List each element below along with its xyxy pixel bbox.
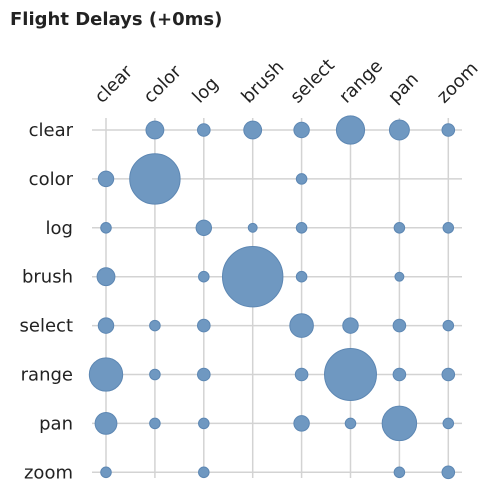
dot-clear-range [335,115,366,145]
dot-select-select [289,313,314,338]
dot-color-select [295,173,308,185]
dot-pan-color [149,417,161,430]
dot-clear-zoom [441,123,456,137]
row-label-select: select [20,316,73,337]
dot-range-range [324,348,377,401]
dot-pan-zoom [442,417,455,430]
column-label-brush: brush [237,57,288,108]
dot-range-clear [88,357,124,392]
dot-clear-select [293,121,310,139]
row-label-log: log [46,218,73,239]
dot-clear-log [197,123,211,137]
dot-zoom-log [198,466,210,479]
dot-zoom-pan [393,466,406,479]
dot-range-zoom [441,367,456,382]
dot-color-color [129,153,181,205]
dot-range-log [197,367,211,382]
dot-zoom-clear [100,466,112,479]
column-label-select: select [286,55,339,108]
dot-brush-log [198,270,210,283]
row-labels: clear color log brush select range pan zoom [20,120,74,483]
column-label-log: log [188,73,222,107]
dot-pan-select [293,415,310,432]
dot-range-color [149,368,161,381]
column-label-color: color [140,61,187,108]
dot-color-clear [97,170,115,188]
dot-pan-range [344,417,357,430]
dot-select-clear [97,317,115,334]
dot-brush-select [295,270,308,283]
dot-clear-pan [388,119,410,141]
dot-select-pan [392,318,407,333]
dot-zoom-zoom [441,465,456,480]
column-label-clear: clear [91,61,138,108]
row-label-zoom: zoom [24,462,73,483]
dot-select-zoom [442,319,455,332]
column-label-pan: pan [384,69,423,108]
column-label-zoom: zoom [433,58,483,108]
dot-select-color [149,319,161,332]
dots [88,115,456,480]
row-label-brush: brush [22,267,73,288]
dot-select-range [342,317,359,334]
row-label-clear: clear [29,120,74,141]
dot-range-pan [392,367,407,382]
dot-log-select [295,222,308,234]
row-label-pan: pan [39,413,73,434]
column-label-range: range [335,56,387,108]
dot-log-zoom [442,222,455,234]
dot-pan-pan [381,405,418,442]
row-label-range: range [21,365,73,386]
dot-log-log [195,219,213,237]
dot-brush-clear [96,267,116,287]
dot-clear-color [145,120,165,140]
dot-log-clear [100,222,112,234]
dot-brush-brush [221,245,284,308]
dot-pan-clear [94,411,118,435]
row-label-color: color [29,169,74,190]
dot-clear-brush [243,120,263,140]
dot-pan-log [198,417,210,430]
dot-range-select [294,367,309,382]
chart-title: Flight Delays (+0ms) [10,9,222,30]
dot-log-brush [247,222,258,233]
dot-log-pan [393,222,406,234]
dot-select-log [197,318,211,333]
dot-brush-pan [394,271,405,282]
